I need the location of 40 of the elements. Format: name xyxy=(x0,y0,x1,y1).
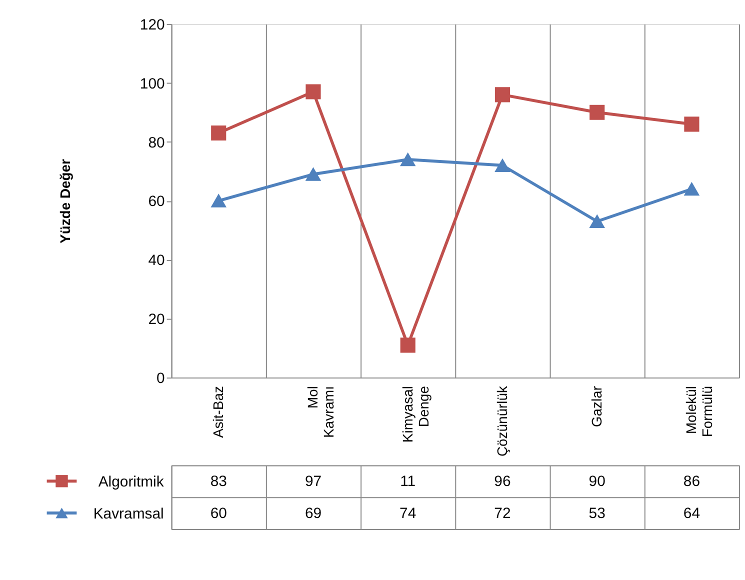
data-label: 11 xyxy=(400,473,416,490)
y-axis-title: Yüzde Değer xyxy=(57,158,74,244)
data-label: 53 xyxy=(588,504,606,522)
data-label: 90 xyxy=(588,473,606,490)
point xyxy=(684,116,700,132)
x-tick-label: Molekül Formülü xyxy=(683,386,716,438)
data-label: 64 xyxy=(683,504,700,522)
data-label: 86 xyxy=(683,473,700,490)
point xyxy=(400,338,416,353)
y-tick-label: 60 xyxy=(148,193,165,210)
x-tick-label: Çözünürlük xyxy=(494,386,510,457)
y-tick-label: 100 xyxy=(140,75,165,92)
data-label: 60 xyxy=(210,504,227,522)
y-tick-label: 20 xyxy=(148,311,165,328)
point xyxy=(306,84,321,100)
data-label: 69 xyxy=(304,504,322,522)
point xyxy=(590,214,605,228)
y-tick-label: 80 xyxy=(148,134,165,152)
point xyxy=(494,158,510,172)
data-label: 96 xyxy=(494,473,511,490)
x-tick-label: Mol Kavramı xyxy=(304,386,337,438)
point xyxy=(211,194,226,208)
point xyxy=(684,182,700,196)
legend-label: Kavramsal xyxy=(93,505,164,522)
x-tick-label: Gazlar xyxy=(588,386,605,428)
x-tick-label: Kimyasal Denge xyxy=(399,386,432,443)
data-label: 83 xyxy=(210,473,227,490)
point xyxy=(590,104,605,120)
y-tick-label: 0 xyxy=(156,370,165,388)
legend-label: Algoritmik xyxy=(98,474,164,491)
point xyxy=(400,152,416,166)
point xyxy=(494,87,510,102)
data-label: 97 xyxy=(304,473,322,490)
data-label: 72 xyxy=(494,504,511,522)
x-tick-label: Asit-Baz xyxy=(210,386,226,438)
y-tick-label: 120 xyxy=(140,16,165,34)
data-label: 74 xyxy=(400,504,416,522)
point xyxy=(306,168,321,181)
y-tick-label: 40 xyxy=(148,252,165,270)
point xyxy=(211,125,226,141)
